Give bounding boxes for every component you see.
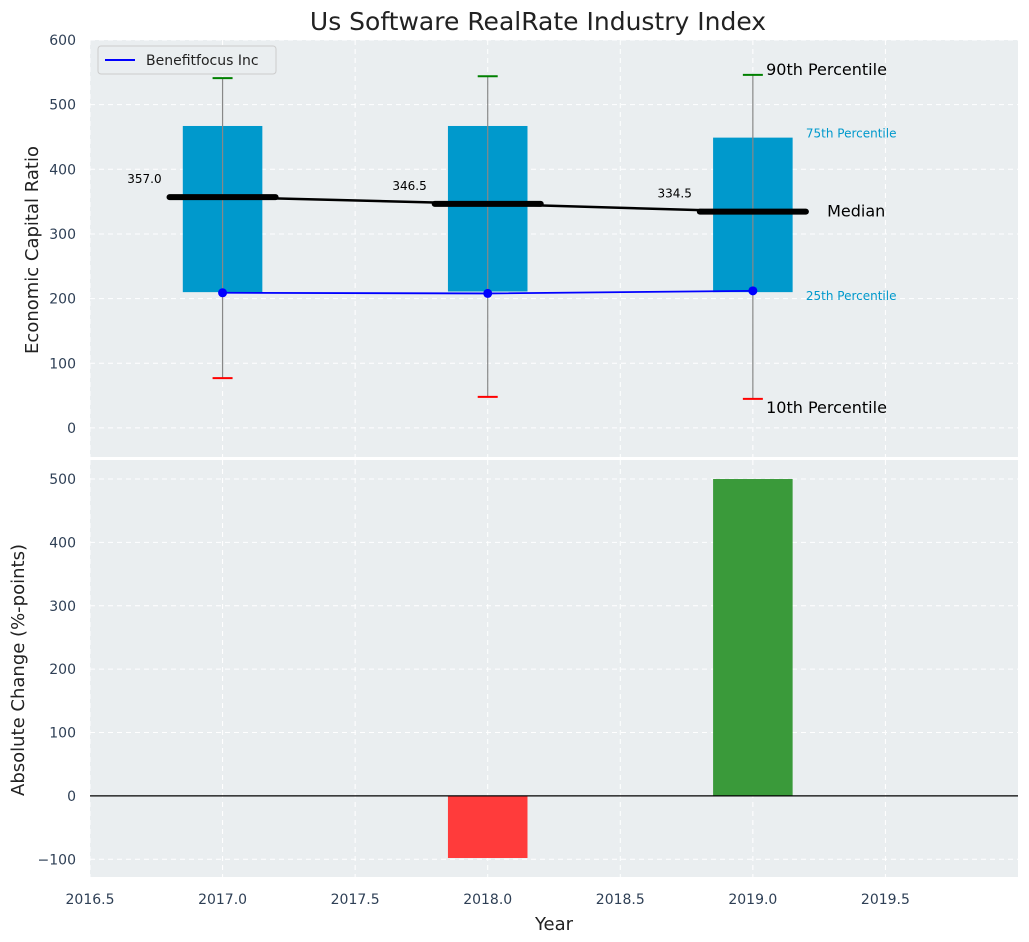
legend-frame	[97, 45, 277, 75]
company-series-point	[218, 288, 228, 298]
box-plot-panel: 0 100 200 300 400 500 600 357.0 346.5 334.5 90th P…	[49, 33, 1018, 457]
x-tick-label: 2017.5	[331, 892, 380, 908]
chart-title: Us Software RealRate Industry Index	[310, 7, 766, 36]
bottom-y-tick-label: 400	[49, 535, 76, 551]
x-tick-label: 2019.0	[728, 892, 777, 908]
x-axis-title: Year	[534, 914, 574, 935]
median-value-label: 346.5	[392, 179, 426, 193]
median-value-label: 357.0	[127, 172, 161, 186]
change-bar	[447, 795, 528, 858]
top-y-tick-label: 600	[49, 33, 76, 49]
top-y-tick-label: 400	[49, 162, 76, 178]
x-tick-label: 2018.0	[463, 892, 512, 908]
p90-annotation: 90th Percentile	[766, 60, 887, 79]
legend: Benefitfocus Inc	[97, 45, 277, 75]
top-y-tick-label: 300	[49, 227, 76, 243]
change-bar-panel: −100 0 100 200 300 400 500 2016.5 2017.0 2017.5 20…	[38, 460, 1018, 908]
bottom-y-tick-label: 0	[67, 789, 76, 805]
bottom-plot-background	[90, 460, 1018, 877]
median-annotation: Median	[827, 202, 885, 221]
x-tick-label: 2019.5	[861, 892, 910, 908]
bottom-y-tick-label: −100	[38, 852, 76, 868]
bottom-y-tick-label: 300	[49, 599, 76, 615]
company-series-point	[483, 288, 493, 298]
p25-annotation: 25th Percentile	[806, 289, 897, 303]
top-y-axis-title: Economic Capital Ratio	[22, 146, 43, 354]
bottom-y-tick-label: 500	[49, 472, 76, 488]
median-value-label: 334.5	[658, 187, 692, 201]
p75-annotation: 75th Percentile	[806, 127, 897, 141]
bottom-y-tick-label: 200	[49, 662, 76, 678]
bottom-y-axis-title: Absolute Change (%-points)	[8, 544, 29, 796]
top-y-tick-label: 500	[49, 98, 76, 114]
x-tick-label: 2018.5	[596, 892, 645, 908]
bottom-y-tick-label: 100	[49, 726, 76, 742]
top-y-tick-label: 200	[49, 292, 76, 308]
change-bar	[713, 479, 793, 796]
company-series-point	[748, 286, 758, 296]
legend-label: Benefitfocus Inc	[146, 53, 259, 69]
x-tick-label: 2016.5	[66, 892, 115, 908]
top-y-tick-label: 0	[67, 421, 76, 437]
p10-annotation: 10th Percentile	[766, 398, 887, 417]
top-y-tick-label: 100	[49, 356, 76, 372]
x-tick-label: 2017.0	[198, 892, 247, 908]
